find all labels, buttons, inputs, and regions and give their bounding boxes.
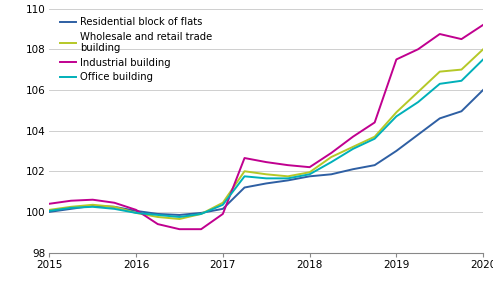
Legend: Residential block of flats, Wholesale and retail trade
building, Industrial buil: Residential block of flats, Wholesale an…: [59, 16, 213, 83]
